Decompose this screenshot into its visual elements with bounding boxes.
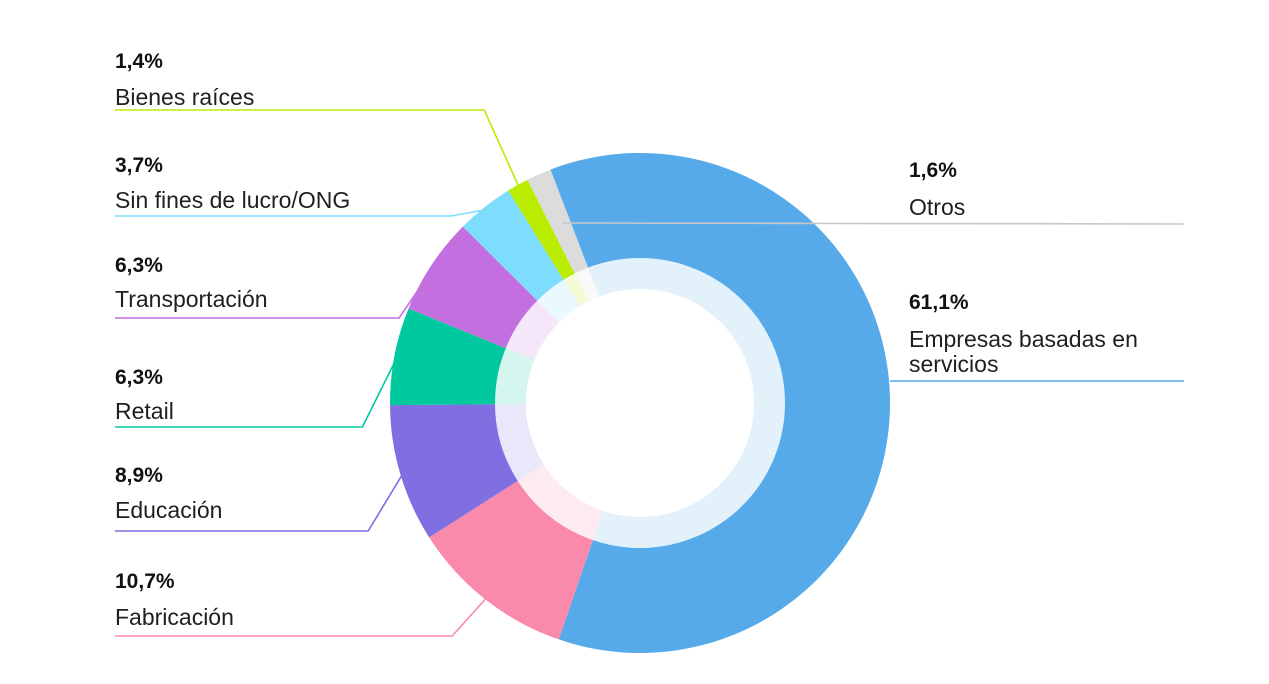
leader-retail	[115, 356, 399, 428]
value-label-sin-fines-de-lucro-ong: 3,7%	[115, 154, 163, 177]
leader-educacion	[115, 472, 404, 532]
slice-inner-otros	[574, 267, 600, 302]
category-label-sin-fines-de-lucro-ong: Sin fines de lucro/ONG	[115, 187, 350, 213]
leader-bienes-raices	[115, 109, 520, 188]
slice-inner-fabricacion	[517, 464, 603, 541]
leader-lines	[115, 109, 1185, 637]
category-label-empresas-basadas-en-servicios-2: servicios	[909, 351, 998, 377]
category-label-educacion: Educación	[115, 497, 222, 523]
slice-retail	[389, 308, 506, 406]
donut-inner-ring	[495, 258, 786, 548]
donut-hole	[526, 289, 754, 517]
slice-inner-bienes-raices	[563, 273, 589, 307]
slice-inner-educacion	[495, 403, 544, 481]
value-label-empresas-basadas-en-servicios: 61,1%	[909, 291, 969, 314]
slice-inner-sin-fines-de-lucro-ong	[537, 279, 580, 323]
slice-educacion	[390, 404, 518, 538]
category-label-otros: Otros	[909, 194, 965, 220]
value-label-transportacion: 6,3%	[115, 254, 163, 277]
slice-otros	[527, 169, 589, 274]
value-label-educacion: 8,9%	[115, 464, 163, 487]
value-label-retail: 6,3%	[115, 366, 163, 389]
leader-otros	[561, 222, 1185, 225]
category-label-bienes-raices: Bienes raíces	[115, 84, 254, 110]
category-label-fabricacion: Fabricación	[115, 604, 234, 630]
value-label-fabricacion: 10,7%	[115, 570, 175, 593]
slice-empresas-basadas-en-servicios	[550, 153, 891, 653]
slice-inner-transportacion	[505, 300, 560, 360]
leader-transportacion	[115, 266, 435, 319]
slice-transportacion	[408, 226, 538, 349]
slice-fabricacion	[429, 480, 593, 640]
slice-bienes-raices	[508, 179, 575, 280]
slice-sin-fines-de-lucro-ong	[462, 190, 564, 301]
value-label-otros: 1,6%	[909, 159, 957, 182]
category-label-empresas-basadas-en-servicios: Empresas basadas en	[909, 326, 1138, 352]
category-label-retail: Retail	[115, 398, 174, 424]
leader-fabricacion	[115, 596, 488, 637]
slice-inner-empresas-basadas-en-servicios	[588, 258, 786, 548]
slice-inner-retail	[495, 348, 535, 405]
donut-slices	[389, 153, 891, 653]
value-label-bienes-raices: 1,4%	[115, 50, 163, 73]
leader-sin-fines-de-lucro-ong	[115, 208, 487, 217]
category-label-transportacion: Transportación	[115, 286, 268, 312]
